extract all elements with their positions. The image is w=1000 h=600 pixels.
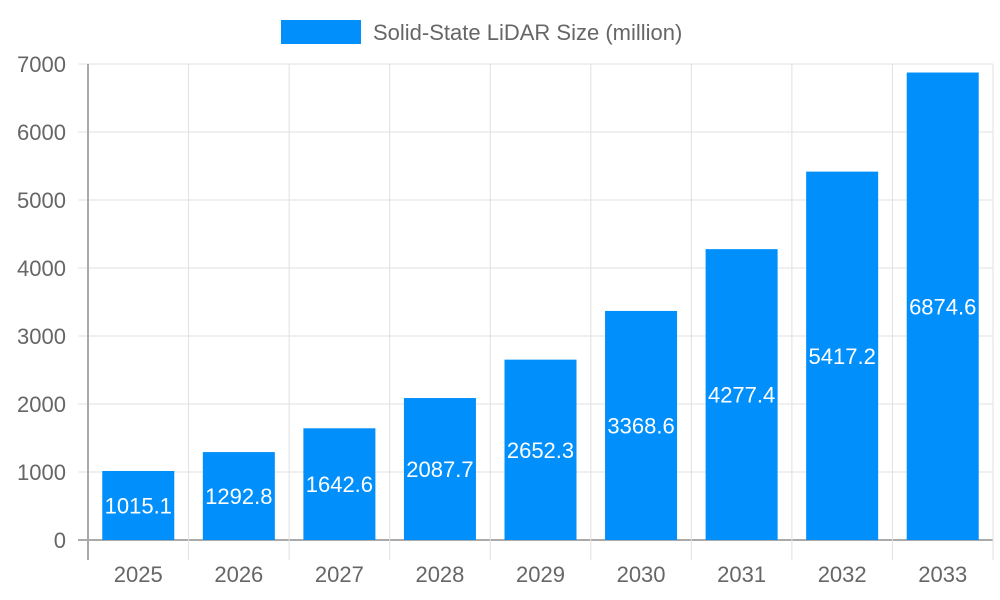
legend-label: Solid-State LiDAR Size (million) [373,20,682,45]
data-label: 2087.7 [406,457,473,482]
bar [906,72,979,541]
x-tick-label: 2026 [214,562,263,587]
x-tick-label: 2032 [818,562,867,587]
bar [102,470,175,540]
legend[interactable]: Solid-State LiDAR Size (million) [281,20,682,45]
y-tick-label: 0 [54,528,66,553]
legend-swatch [281,20,361,44]
x-tick-label: 2033 [918,562,967,587]
bar [605,310,678,540]
y-tick-label: 7000 [17,52,66,77]
x-tick-label: 2025 [114,562,163,587]
bar [202,452,275,540]
data-label: 1642.6 [306,472,373,497]
y-tick-label: 6000 [17,120,66,145]
data-label: 4277.4 [708,383,775,408]
data-label: 1015.1 [105,493,172,518]
bar [303,428,376,540]
y-tick-label: 1000 [17,460,66,485]
bar [504,359,577,540]
x-tick-label: 2029 [516,562,565,587]
x-tick-label: 2028 [415,562,464,587]
x-tick-label: 2030 [617,562,666,587]
data-label: 2652.3 [507,438,574,463]
bar [806,171,879,540]
data-label: 6874.6 [909,294,976,319]
y-tick-label: 5000 [17,188,66,213]
x-tick-label: 2027 [315,562,364,587]
x-tick-label: 2031 [717,562,766,587]
y-tick-label: 4000 [17,256,66,281]
data-label: 3368.6 [607,413,674,438]
data-label: 5417.2 [809,344,876,369]
data-label: 1292.8 [205,484,272,509]
bars: 1015.1 1292.8 1642.6 2087.7 2652.3 3368.6 4277… [102,72,979,541]
y-tick-label: 2000 [17,392,66,417]
axes: 0 1000 2000 3000 4000 5000 6000 7000 2025 2026 202… [17,52,967,587]
y-tick-label: 3000 [17,324,66,349]
bar [705,249,778,541]
grid [78,63,994,560]
bar [403,398,476,540]
